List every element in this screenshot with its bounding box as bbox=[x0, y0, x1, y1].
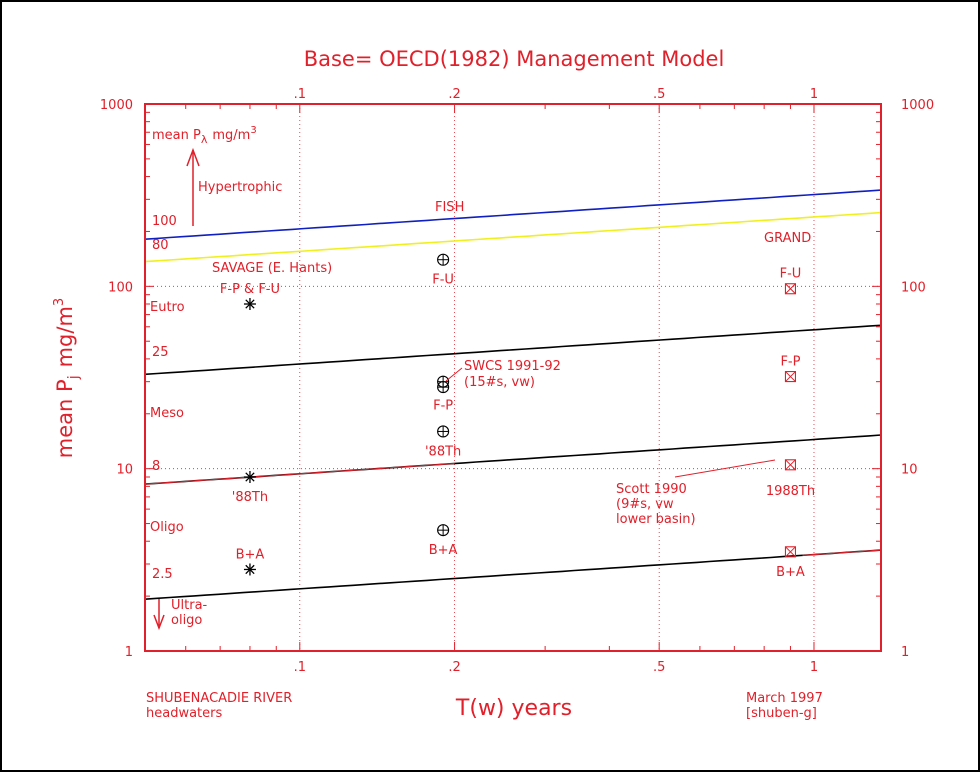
date-label-1: March 1997 bbox=[746, 691, 823, 706]
box-x-diag bbox=[785, 283, 796, 295]
point-label: B+A bbox=[429, 543, 458, 558]
down-arrow-icon bbox=[153, 599, 165, 631]
point-label: B+A bbox=[776, 565, 805, 580]
y-tick-label-right: 100 bbox=[901, 280, 926, 295]
marker-circle-plus bbox=[437, 425, 450, 438]
point-label: 1988Th bbox=[766, 484, 815, 499]
curve-2-5 bbox=[144, 549, 882, 600]
grand-label: GRAND bbox=[764, 231, 811, 246]
point-label: '88Th bbox=[232, 490, 268, 505]
axis-ticks: .1 .1 .2 .2 .5 .5 1 1 1 1 10 10 100 100 1000 1000 bbox=[100, 87, 934, 675]
box-x-square bbox=[784, 283, 797, 295]
curve-80 bbox=[144, 211, 882, 263]
hypertrophic-label: Hypertrophic bbox=[198, 180, 282, 195]
x-tick-label-top: .2 bbox=[448, 87, 460, 102]
chart-title: Base= OECD(1982) Management Model bbox=[304, 47, 725, 71]
y-tick-label-right: 1 bbox=[901, 645, 909, 660]
ultra-label-1: Ultra- bbox=[171, 598, 208, 613]
label-80: 80 bbox=[152, 238, 169, 253]
y-axis-label-sup: 3 bbox=[52, 298, 67, 306]
point-label: F-P bbox=[433, 399, 453, 414]
box-x-square bbox=[784, 459, 797, 471]
swcs-label-2: (15#s, vw) bbox=[464, 375, 535, 390]
grid bbox=[145, 104, 881, 651]
scott-label-1: Scott 1990 bbox=[616, 482, 687, 497]
trophic-curves bbox=[144, 189, 882, 600]
asterisk-stroke bbox=[245, 299, 255, 309]
svg-text:mean Pjmg/m3: mean Pj mg/m3 bbox=[52, 298, 82, 458]
meso-label: Meso bbox=[150, 406, 184, 421]
x-tick-label-top: 1 bbox=[810, 87, 818, 102]
x-tick-label-bottom: .2 bbox=[448, 660, 460, 675]
marker-asterisk bbox=[243, 471, 256, 484]
river-label-1: SHUBENACADIE RIVER bbox=[146, 691, 292, 706]
y-axis-label-unit: mg/m bbox=[53, 306, 77, 367]
x-tick-label-bottom: 1 bbox=[810, 660, 818, 675]
savage-label: SAVAGE (E. Hants) bbox=[212, 261, 332, 276]
label-8: 8 bbox=[152, 459, 160, 474]
x-tick-label-top: .5 bbox=[653, 87, 665, 102]
river-label-2: headwaters bbox=[146, 706, 222, 721]
box-x-square bbox=[784, 546, 797, 558]
y-tick-label-right: 1000 bbox=[901, 98, 934, 113]
date-label-2: [shuben-g] bbox=[746, 706, 817, 721]
marker-asterisk bbox=[243, 563, 256, 576]
point-label: F-P bbox=[780, 355, 800, 370]
marker-circle-plus bbox=[437, 253, 450, 266]
curve-25 bbox=[144, 324, 882, 376]
point-label: '88Th bbox=[425, 444, 461, 459]
box-x-square bbox=[784, 371, 797, 383]
mean-pl-label: mean Pλ mg/m3 bbox=[152, 125, 257, 146]
ultra-label-2: oligo bbox=[171, 613, 202, 628]
label-2-5: 2.5 bbox=[152, 567, 173, 582]
marker-box-x bbox=[784, 546, 797, 558]
curve-overlay bbox=[144, 462, 455, 485]
box-x-diag bbox=[785, 459, 796, 471]
swcs-label-1: SWCS 1991-92 bbox=[464, 359, 561, 374]
label-25: 25 bbox=[152, 345, 169, 360]
box-x-diag bbox=[785, 371, 796, 382]
up-arrow-icon bbox=[186, 147, 200, 226]
x-tick-label-top: .1 bbox=[294, 87, 306, 102]
plot-area-border bbox=[144, 103, 882, 652]
y-tick-label-left: 1 bbox=[125, 645, 133, 660]
data-points: F-P & F-U '88Th B+A F-U F-P '88Th B+A F-U F-P 198… bbox=[220, 253, 815, 580]
x-tick-label-bottom: .5 bbox=[653, 660, 665, 675]
scott-label-2: (9#s, vw bbox=[616, 497, 674, 512]
y-axis-label-main: mean P bbox=[53, 379, 77, 458]
point-label: B+A bbox=[236, 547, 265, 562]
point-label: F-P & F-U bbox=[220, 282, 280, 297]
point-label: F-U bbox=[432, 273, 454, 288]
box-x-diag bbox=[785, 546, 796, 558]
asterisk-stroke bbox=[245, 564, 255, 575]
eutro-label: Eutro bbox=[150, 300, 185, 315]
swcs-pointer-line bbox=[445, 367, 463, 382]
y-tick-label-right: 10 bbox=[901, 463, 918, 478]
y-tick-label-left: 10 bbox=[116, 463, 133, 478]
marker-circle-plus bbox=[437, 381, 450, 394]
oligo-label: Oligo bbox=[150, 520, 184, 535]
marker-circle-plus bbox=[437, 524, 450, 537]
y-tick-label-left: 1000 bbox=[100, 98, 133, 113]
point-label: F-U bbox=[780, 267, 802, 282]
scott-label-3: lower basin) bbox=[616, 512, 696, 527]
curve-fish bbox=[144, 189, 882, 240]
marker-box-x bbox=[784, 459, 797, 471]
curve-overlay bbox=[802, 549, 882, 556]
scott-pointer-line bbox=[674, 459, 776, 478]
fish-label: FISH bbox=[435, 200, 464, 215]
y-tick-label-left: 100 bbox=[108, 280, 133, 295]
y-axis-label: mean Pj mg/m3 bbox=[52, 298, 82, 458]
x-axis-label: T(w) years bbox=[455, 696, 572, 721]
marker-box-x bbox=[784, 371, 797, 383]
label-100: 100 bbox=[152, 214, 177, 229]
x-tick-label-bottom: .1 bbox=[294, 660, 306, 675]
asterisk-stroke bbox=[245, 472, 255, 482]
marker-asterisk bbox=[243, 298, 256, 311]
y-axis-label-sub: j bbox=[66, 375, 82, 380]
marker-box-x bbox=[784, 283, 797, 295]
